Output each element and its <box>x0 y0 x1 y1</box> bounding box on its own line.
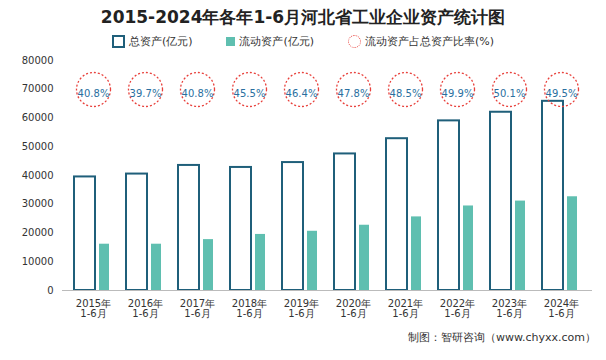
svg-text:2018年1-6月: 2018年1-6月 <box>232 298 267 319</box>
svg-text:40.8%: 40.8% <box>78 88 110 99</box>
svg-text:39.7%: 39.7% <box>130 88 162 99</box>
svg-text:47.8%: 47.8% <box>338 88 370 99</box>
svg-text:49.9%: 49.9% <box>442 88 474 99</box>
svg-text:0: 0 <box>47 285 53 296</box>
html-text:2015-2024年各年1-6月河北省工业企业资产统计图: 2015-2024年各年1-6月河北省工业企业资产统计图 <box>100 7 506 27</box>
svg-text:40.8%: 40.8% <box>182 88 214 99</box>
svg-text:2016年1-6月: 2016年1-6月 <box>128 298 163 319</box>
html-text:制图：智研咨询（www.chyxx.com）: 制图：智研咨询（www.chyxx.com） <box>408 331 596 344</box>
svg-text:49.5%: 49.5% <box>546 88 578 99</box>
svg-text:40000: 40000 <box>22 170 54 181</box>
svg-text:2021年1-6月: 2021年1-6月 <box>388 298 423 319</box>
svg-text:46.4%: 46.4% <box>286 88 318 99</box>
svg-text:50000: 50000 <box>22 141 54 152</box>
svg-text:45.5%: 45.5% <box>234 88 266 99</box>
svg-text:2023年1-6月: 2023年1-6月 <box>492 298 527 319</box>
svg-text:2022年1-6月: 2022年1-6月 <box>440 298 475 319</box>
svg-text:20000: 20000 <box>22 227 54 238</box>
svg-text:80000: 80000 <box>22 55 54 66</box>
svg-text:2024年1-6月: 2024年1-6月 <box>544 298 579 319</box>
svg-text:60000: 60000 <box>22 112 54 123</box>
html-text:总资产(亿元): 总资产(亿元) <box>128 34 193 48</box>
svg-text:50.1%: 50.1% <box>494 88 526 99</box>
svg-text:70000: 70000 <box>22 83 54 94</box>
svg-text:48.5%: 48.5% <box>390 88 422 99</box>
svg-text:2017年1-6月: 2017年1-6月 <box>180 298 215 319</box>
svg-text:30000: 30000 <box>22 198 54 209</box>
svg-text:2019年1-6月: 2019年1-6月 <box>284 298 319 319</box>
svg-text:2015年1-6月: 2015年1-6月 <box>76 298 111 319</box>
svg-text:2020年1-6月: 2020年1-6月 <box>336 298 371 319</box>
html-text:流动资产(亿元): 流动资产(亿元) <box>239 34 315 48</box>
svg-text:10000: 10000 <box>22 256 54 267</box>
html-text:流动资产占总资产比率(%): 流动资产占总资产比率(%) <box>365 34 495 48</box>
